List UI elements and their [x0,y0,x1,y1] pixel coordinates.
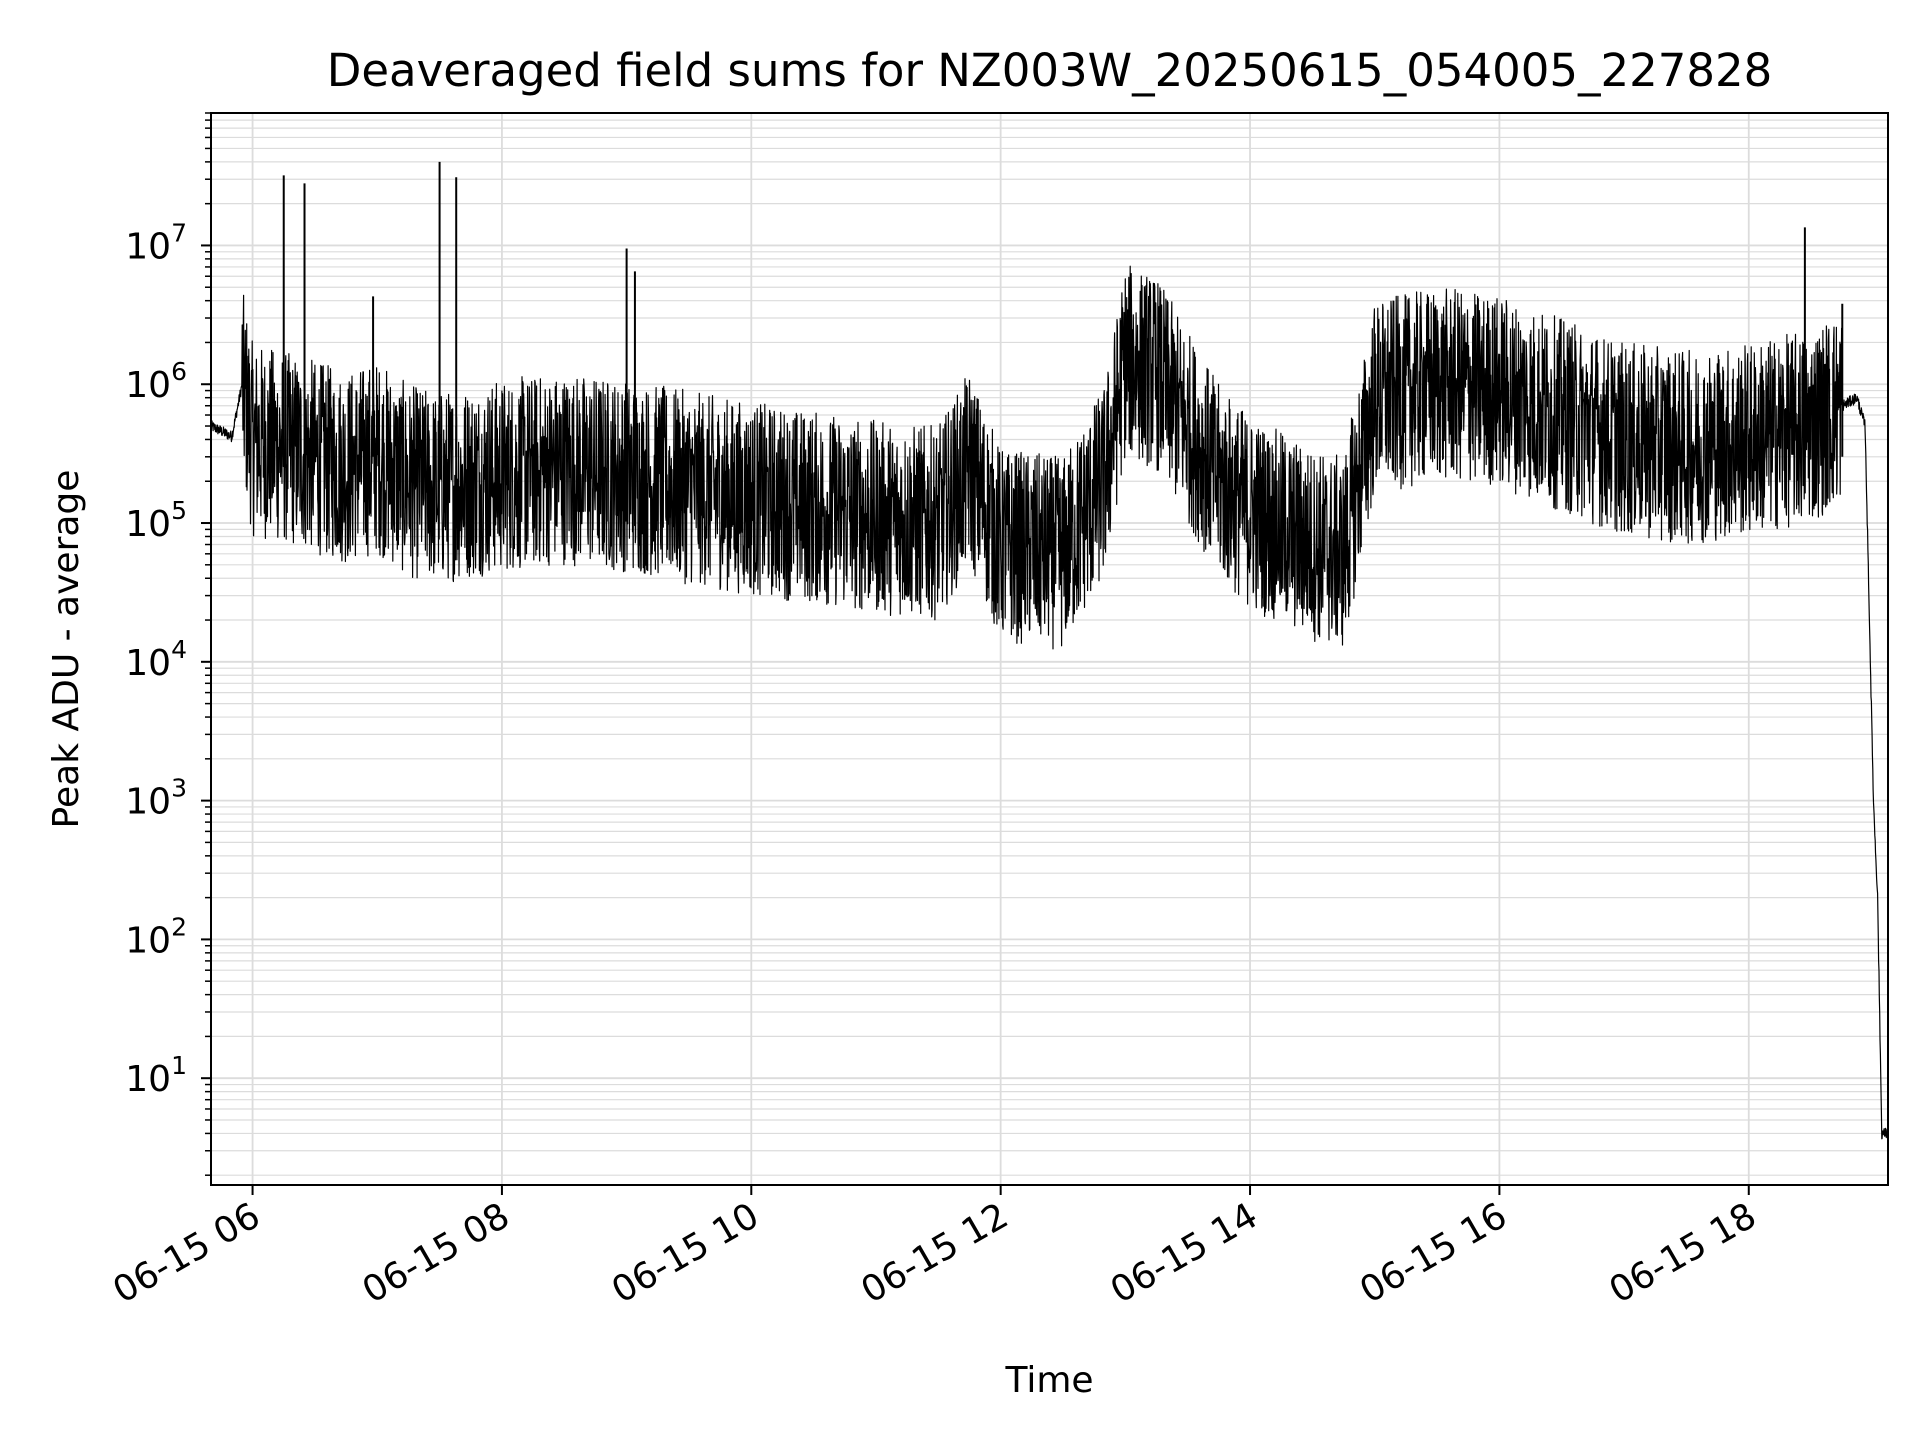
chart-title: Deaveraged field sums for NZ003W_2025061… [327,44,1773,97]
y-tick-base: 10 [125,504,171,545]
plot-frame [210,112,1889,1186]
y-tick-base: 10 [125,643,171,684]
y-tick-base: 10 [125,226,171,267]
y-tick-base: 10 [125,365,171,406]
grid [211,112,1888,1185]
y-tick-label: 105 [125,496,187,545]
y-tick-label: 104 [125,635,187,684]
x-axis-label: Time [1004,1360,1093,1401]
y-tick-exponent: 3 [171,774,187,803]
y-tick-label: 103 [125,774,187,823]
y-tick-label: 106 [125,357,187,406]
y-tick-exponent: 1 [171,1051,187,1080]
y-tick-exponent: 6 [171,357,187,386]
y-tick-exponent: 2 [171,912,187,941]
series-line [210,265,1889,1140]
y-tick-exponent: 7 [171,218,187,247]
y-tick-exponent: 5 [171,496,187,525]
y-tick-exponent: 4 [171,635,187,664]
y-axis-label: Peak ADU - average [46,470,87,829]
y-tick-base: 10 [125,782,171,823]
y-tick-label: 102 [125,912,187,961]
y-tick-label: 101 [125,1051,187,1100]
y-tick-base: 10 [125,1059,171,1100]
y-tick-base: 10 [125,920,171,961]
series-line-group [210,161,1889,1140]
y-tick-label: 107 [125,218,187,267]
